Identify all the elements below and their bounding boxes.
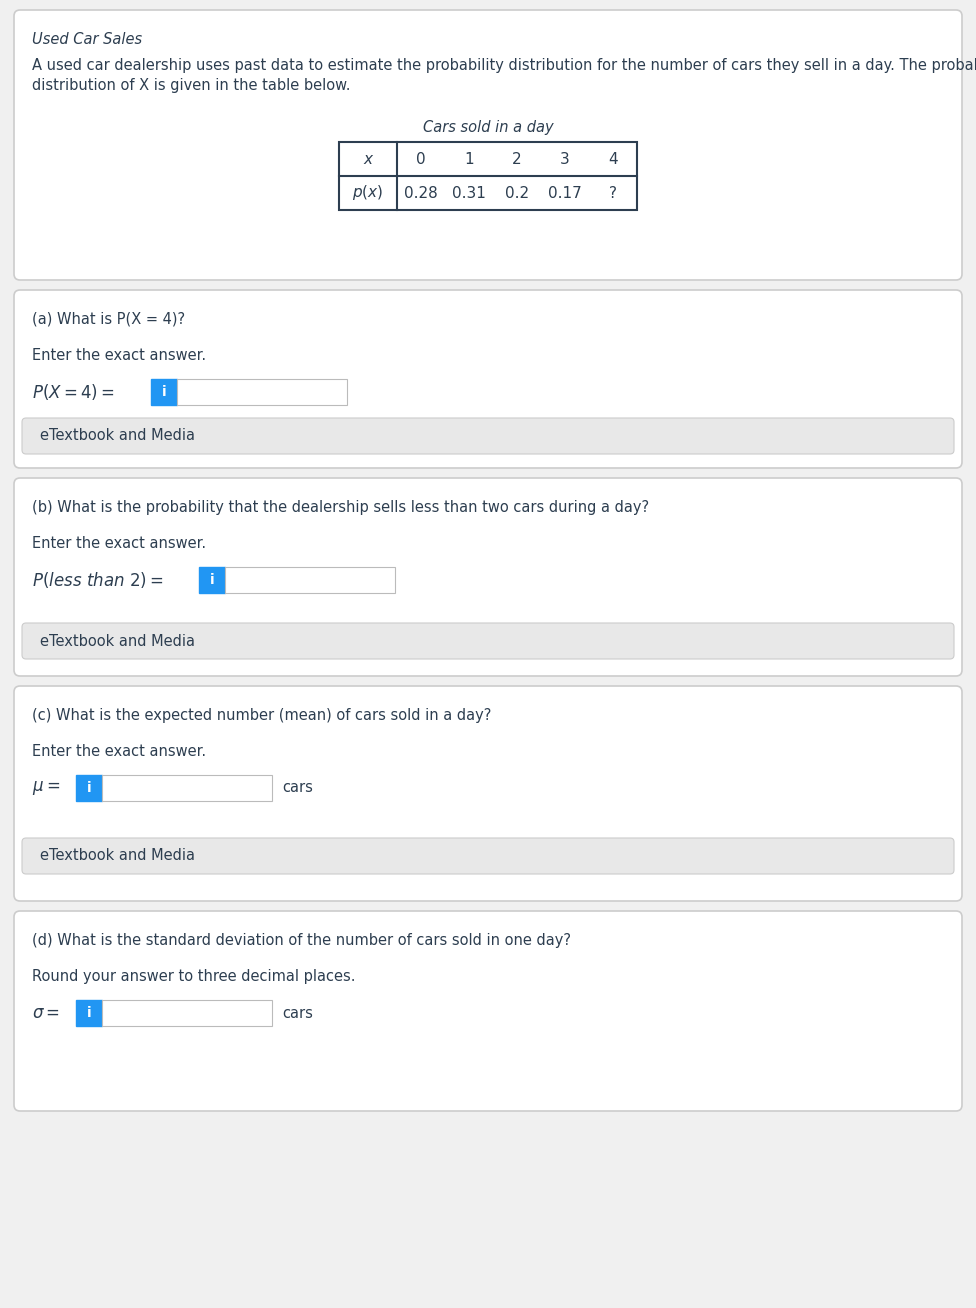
- FancyBboxPatch shape: [14, 10, 962, 280]
- Text: 4: 4: [608, 152, 618, 166]
- Text: $P(X = 4) =$: $P(X = 4) =$: [32, 382, 115, 402]
- Bar: [151, 379, 177, 405]
- Text: i: i: [210, 573, 215, 587]
- Text: $P(\mathit{less\ than}\ 2) =$: $P(\mathit{less\ than}\ 2) =$: [32, 570, 164, 590]
- Text: $\sigma =$: $\sigma =$: [32, 1005, 60, 1022]
- Text: $\mu =$: $\mu =$: [32, 780, 61, 797]
- Text: i: i: [87, 1006, 92, 1020]
- Bar: [339, 143, 637, 211]
- Text: 1: 1: [465, 152, 473, 166]
- Text: i: i: [87, 781, 92, 795]
- Text: Used Car Sales: Used Car Sales: [32, 31, 142, 47]
- Bar: [102, 776, 272, 800]
- Text: Enter the exact answer.: Enter the exact answer.: [32, 744, 206, 759]
- FancyBboxPatch shape: [22, 623, 954, 659]
- Text: i: i: [162, 385, 166, 399]
- Text: ?: ?: [609, 186, 617, 200]
- FancyBboxPatch shape: [22, 419, 954, 454]
- Text: cars: cars: [282, 781, 313, 795]
- Bar: [199, 566, 225, 593]
- Text: 0.2: 0.2: [505, 186, 529, 200]
- Text: eTextbook and Media: eTextbook and Media: [40, 849, 195, 863]
- Text: x: x: [363, 152, 373, 166]
- FancyBboxPatch shape: [14, 685, 962, 901]
- Bar: [76, 1001, 102, 1025]
- Text: 0.17: 0.17: [549, 186, 582, 200]
- Text: Cars sold in a day: Cars sold in a day: [423, 120, 553, 135]
- Text: eTextbook and Media: eTextbook and Media: [40, 633, 195, 649]
- Text: Enter the exact answer.: Enter the exact answer.: [32, 348, 206, 364]
- Bar: [76, 776, 102, 800]
- Text: 0: 0: [416, 152, 426, 166]
- Text: (d) What is the standard deviation of the number of cars sold in one day?: (d) What is the standard deviation of th…: [32, 933, 571, 948]
- Text: Round your answer to three decimal places.: Round your answer to three decimal place…: [32, 969, 355, 984]
- Text: eTextbook and Media: eTextbook and Media: [40, 429, 195, 443]
- FancyBboxPatch shape: [14, 290, 962, 468]
- Text: 2: 2: [512, 152, 522, 166]
- Text: (c) What is the expected number (mean) of cars sold in a day?: (c) What is the expected number (mean) o…: [32, 708, 491, 723]
- Bar: [225, 566, 395, 593]
- Text: A used car dealership uses past data to estimate the probability distribution fo: A used car dealership uses past data to …: [32, 58, 976, 73]
- Text: 3: 3: [560, 152, 570, 166]
- Text: 0.31: 0.31: [452, 186, 486, 200]
- Text: Enter the exact answer.: Enter the exact answer.: [32, 536, 206, 551]
- Text: (b) What is the probability that the dealership sells less than two cars during : (b) What is the probability that the dea…: [32, 500, 649, 515]
- Text: distribution of X is given in the table below.: distribution of X is given in the table …: [32, 78, 350, 93]
- Text: $p(x)$: $p(x)$: [352, 183, 384, 203]
- FancyBboxPatch shape: [22, 838, 954, 874]
- Text: 0.28: 0.28: [404, 186, 438, 200]
- Text: (a) What is P(X = 4)?: (a) What is P(X = 4)?: [32, 313, 185, 327]
- Bar: [177, 379, 347, 405]
- FancyBboxPatch shape: [14, 477, 962, 676]
- FancyBboxPatch shape: [14, 910, 962, 1110]
- Bar: [102, 1001, 272, 1025]
- Text: cars: cars: [282, 1006, 313, 1020]
